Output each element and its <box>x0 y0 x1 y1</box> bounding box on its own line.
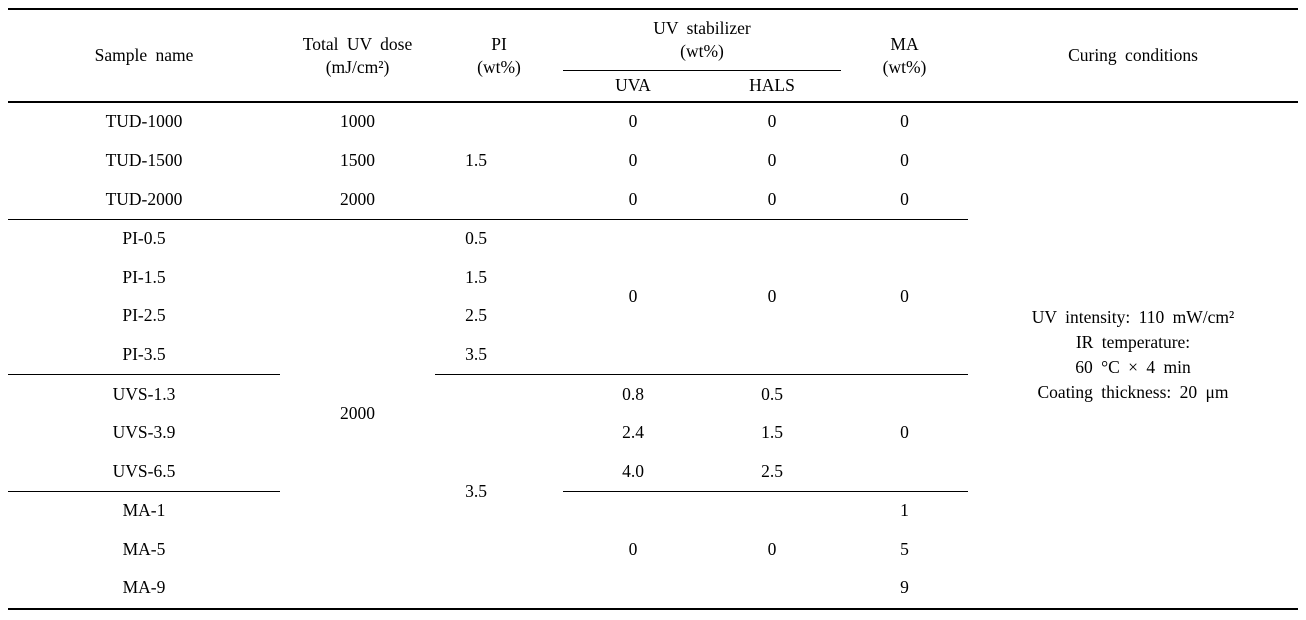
header-sample-name: Sample name <box>94 44 194 65</box>
table-row: MA-5 5 <box>8 531 1298 570</box>
table-row: PI-2.5 2.5 <box>8 297 1298 336</box>
table-row: TUD-1000 1000 1.5 0 0 0 UV intensity: 11… <box>8 100 1299 609</box>
header-pi-line2: (wt%) <box>477 56 521 77</box>
header-total-uv-dose: Total UV dose (mJ/cm²) <box>280 9 435 102</box>
header-hals: HALS <box>749 75 795 96</box>
header-ma-line1: MA <box>890 33 919 54</box>
cell-uvs39-name: UVS-3.9 <box>112 422 176 443</box>
cell-ma1-name: MA-1 <box>8 490 280 531</box>
table-row: MA-9 9 <box>8 569 1298 609</box>
header-pi: PI (wt%) <box>435 9 563 102</box>
cell-tud2000-ma: 0 <box>900 188 909 209</box>
curing-line-temp-time: 60 °C × 4 min <box>1075 357 1191 378</box>
cell-ma9-ma: 9 <box>900 577 909 598</box>
table-row: PI-0.5 2000 0.5 0 0 0 <box>8 218 1298 609</box>
cell-tud1000-dose: 1000 <box>280 101 435 142</box>
cell-uvs13-uva: 0.8 <box>563 374 703 414</box>
table-row: PI-1.5 1.5 <box>8 258 1298 297</box>
cell-tud1500-uva: 0 <box>628 149 638 170</box>
table-row: MA-1 0 0 1 <box>8 490 1298 609</box>
cell-mablock-uva-merged: 0 <box>563 490 703 609</box>
cell-pi15-name: PI-1.5 <box>122 266 166 287</box>
cell-tud1000-hals: 0 <box>703 101 842 142</box>
cell-dose-2000-merged: 2000 <box>280 218 435 609</box>
cell-uvs65-hals: 2.5 <box>761 460 783 481</box>
cell-tud2000-uva: 0 <box>628 188 638 209</box>
cell-uvs65-name: UVS-6.5 <box>112 460 176 481</box>
cell-ma9-name: MA-9 <box>122 577 166 598</box>
cell-uvs39-hals: 1.5 <box>761 422 783 443</box>
cell-tud-pi-merged: 1.5 <box>435 100 563 220</box>
cell-pi25-name: PI-2.5 <box>122 305 166 326</box>
curing-line-uv-intensity: UV intensity: 110 mW/cm² <box>1031 307 1235 328</box>
cell-ma1-ma: 1 <box>841 490 969 531</box>
table-row: PI-3.5 3.5 <box>8 336 1298 375</box>
cell-piblock-ma-merged: 0 <box>841 218 969 375</box>
cell-tud1000-name: TUD-1000 <box>8 101 280 142</box>
cell-uvs65-uva: 4.0 <box>622 460 644 481</box>
cell-tud1500-hals: 0 <box>767 149 777 170</box>
table-row: UVS-1.3 3.5 0.8 0.5 0 <box>8 374 1298 609</box>
cell-piblock-hals-merged: 0 <box>703 218 842 375</box>
formulation-table: Sample name Total UV dose (mJ/cm²) PI (w… <box>8 8 1299 610</box>
header-total-uv-dose-line2: (mJ/cm²) <box>325 56 390 77</box>
header-ma: MA (wt%) <box>841 9 968 102</box>
header-ma-line2: (wt%) <box>882 56 927 77</box>
cell-ma5-ma: 5 <box>900 538 909 559</box>
header-pi-line1: PI <box>491 33 507 54</box>
cell-pi05-name: PI-0.5 <box>8 218 280 259</box>
curing-line-ir-temperature: IR temperature: <box>1075 332 1191 353</box>
header-curing-conditions: Curing conditions <box>1068 44 1198 65</box>
table-row: TUD-2000 2000 0 0 0 <box>8 180 1298 219</box>
cell-ma5-name: MA-5 <box>122 538 166 559</box>
table-row: UVS-3.9 2.4 1.5 <box>8 414 1298 453</box>
cell-tud1500-dose: 1500 <box>340 149 375 170</box>
header-uv-stabilizer-line2: (wt%) <box>680 41 724 61</box>
cell-tud1500-name: TUD-1500 <box>105 149 183 170</box>
cell-pi05-pi: 0.5 <box>435 218 563 259</box>
table-row: TUD-1500 1500 0 0 0 <box>8 142 1298 181</box>
header-uv-stabilizer-group: UV stabilizer (wt%) <box>563 9 842 71</box>
table-header: Sample name Total UV dose (mJ/cm²) PI (w… <box>8 9 1298 102</box>
header-uv-stabilizer-line1: UV stabilizer <box>653 18 751 38</box>
curing-line-coating-thickness: Coating thickness: 20 μm <box>1037 382 1229 403</box>
cell-tud1500-ma: 0 <box>900 149 909 170</box>
cell-pi15-pi: 1.5 <box>465 266 487 287</box>
header-total-uv-dose-line1: Total UV dose <box>302 33 413 54</box>
cell-uvs13-hals: 0.5 <box>703 374 842 414</box>
header-uva: UVA <box>615 75 651 96</box>
cell-tud2000-hals: 0 <box>767 188 777 209</box>
cell-curing-conditions: UV intensity: 110 mW/cm² IR temperature:… <box>968 101 1299 609</box>
cell-piblock-uva-merged: 0 <box>563 218 703 375</box>
cell-uvsblock-ma-merged: 0 <box>841 374 969 492</box>
cell-uvs39-uva: 2.4 <box>622 422 644 443</box>
cell-pi35-name: PI-3.5 <box>122 343 166 364</box>
cell-pi35-pi: 3.5 <box>465 343 487 364</box>
cell-tud2000-name: TUD-2000 <box>105 188 183 209</box>
table-row: UVS-6.5 4.0 2.5 <box>8 452 1298 491</box>
cell-tud1000-uva: 0 <box>563 101 703 142</box>
cell-tud1000-ma: 0 <box>841 101 969 142</box>
cell-mablock-hals-merged: 0 <box>703 490 842 609</box>
cell-tud2000-dose: 2000 <box>340 188 375 209</box>
cell-uvs13-name: UVS-1.3 <box>8 374 280 414</box>
cell-pi25-pi: 2.5 <box>465 305 487 326</box>
cell-uvsma-pi-merged: 3.5 <box>435 374 563 609</box>
